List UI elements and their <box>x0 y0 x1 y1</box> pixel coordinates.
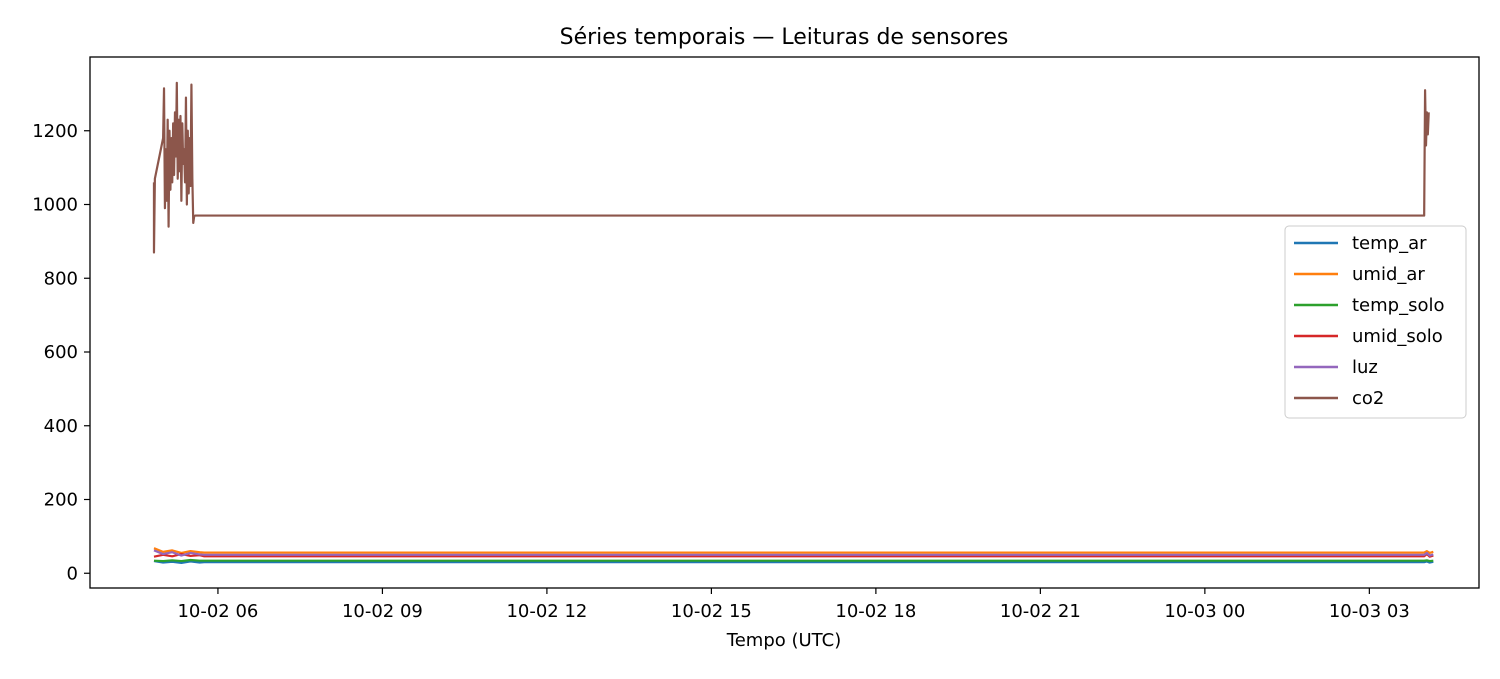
y-axis-ticks: 0 200 400 600 800 1000 1200 <box>32 121 90 584</box>
y-tick-label: 1000 <box>32 195 78 216</box>
x-axis-ticks: 10-02 06 10-02 09 10-02 12 10-02 15 10-02 18… <box>177 588 1410 622</box>
y-tick-label: 400 <box>44 416 78 437</box>
x-tick-label: 10-02 12 <box>506 601 587 622</box>
x-tick-label: 10-02 06 <box>177 601 258 622</box>
x-tick-label: 10-03 00 <box>1164 601 1245 622</box>
x-tick-label: 10-03 03 <box>1329 601 1410 622</box>
legend-label-luz: luz <box>1352 357 1378 378</box>
chart-title: Séries temporais — Leituras de sensores <box>560 25 1009 50</box>
series-line-temp_solo <box>153 558 1434 563</box>
y-tick-label: 800 <box>44 268 78 289</box>
y-tick-label: 1200 <box>32 121 78 142</box>
legend-label-umid_solo: umid_solo <box>1352 326 1443 347</box>
series-line-umid_ar <box>153 547 1434 555</box>
x-tick-label: 10-02 18 <box>835 601 916 622</box>
x-tick-label: 10-02 09 <box>342 601 423 622</box>
series-line-luz <box>153 549 1434 557</box>
series-line-co2 <box>152 81 1430 254</box>
y-tick-label: 200 <box>44 490 78 511</box>
legend-label-temp_solo: temp_solo <box>1352 295 1445 316</box>
plot-frame <box>89 56 1480 589</box>
y-tick-label: 0 <box>67 563 78 584</box>
y-tick-label: 600 <box>44 342 78 363</box>
legend-label-temp_ar: temp_ar <box>1352 233 1427 254</box>
x-tick-label: 10-02 15 <box>671 601 752 622</box>
x-axis-label: Tempo (UTC) <box>726 630 841 651</box>
x-tick-label: 10-02 21 <box>1000 601 1081 622</box>
series-layer <box>152 81 1434 565</box>
series-line-temp_ar <box>153 559 1434 565</box>
legend-label-umid_ar: umid_ar <box>1352 264 1425 285</box>
legend-label-co2: co2 <box>1352 388 1384 409</box>
